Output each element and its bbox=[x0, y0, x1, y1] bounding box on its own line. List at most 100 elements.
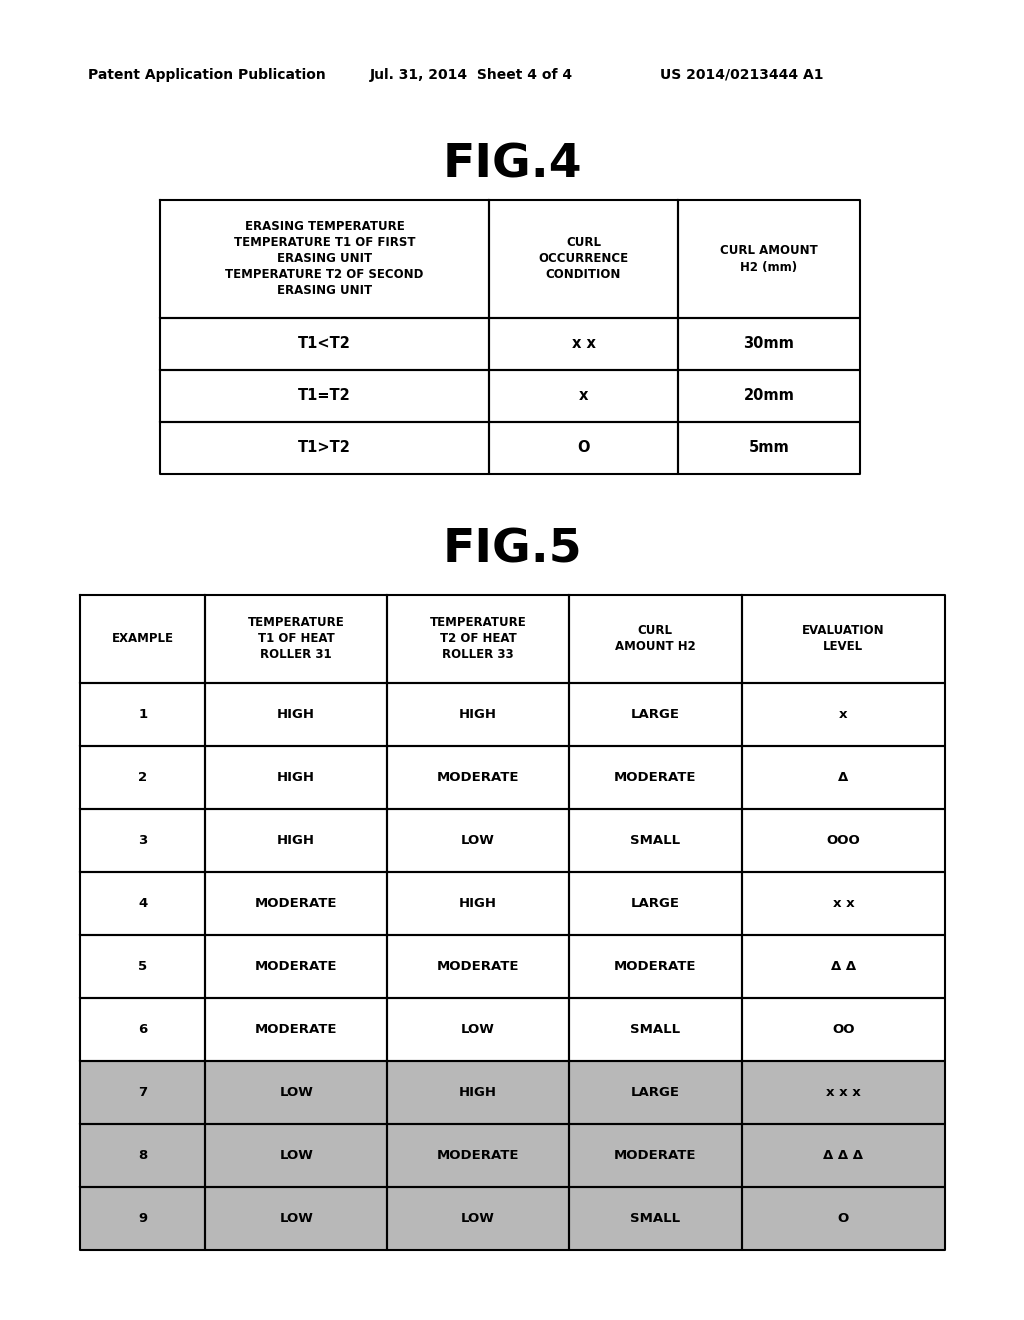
Text: ERASING TEMPERATURE
TEMPERATURE T1 OF FIRST
ERASING UNIT
TEMPERATURE T2 OF SECON: ERASING TEMPERATURE TEMPERATURE T1 OF FI… bbox=[225, 220, 424, 297]
Text: Patent Application Publication: Patent Application Publication bbox=[88, 69, 326, 82]
Bar bbox=[387, 595, 568, 682]
Bar bbox=[489, 201, 678, 318]
Bar bbox=[568, 809, 741, 873]
Bar bbox=[568, 595, 741, 682]
Text: LOW: LOW bbox=[280, 1086, 313, 1100]
Text: 20mm: 20mm bbox=[743, 388, 795, 404]
Bar bbox=[387, 1125, 568, 1187]
Bar bbox=[80, 873, 206, 935]
Bar bbox=[160, 318, 489, 370]
Text: Jul. 31, 2014  Sheet 4 of 4: Jul. 31, 2014 Sheet 4 of 4 bbox=[370, 69, 573, 82]
Bar bbox=[80, 1125, 206, 1187]
Text: EVALUATION
LEVEL: EVALUATION LEVEL bbox=[802, 624, 885, 653]
Text: FIG.4: FIG.4 bbox=[442, 143, 582, 187]
Text: 5: 5 bbox=[138, 960, 147, 973]
Bar bbox=[741, 1061, 945, 1125]
Bar bbox=[206, 809, 387, 873]
Text: Δ Δ: Δ Δ bbox=[830, 960, 856, 973]
Text: MODERATE: MODERATE bbox=[614, 771, 696, 784]
Bar bbox=[387, 935, 568, 998]
Bar bbox=[80, 1061, 206, 1125]
Text: 6: 6 bbox=[138, 1023, 147, 1036]
Text: OO: OO bbox=[833, 1023, 855, 1036]
Text: T1>T2: T1>T2 bbox=[298, 441, 351, 455]
Text: MODERATE: MODERATE bbox=[614, 1148, 696, 1162]
Text: MODERATE: MODERATE bbox=[255, 898, 338, 909]
Text: x x: x x bbox=[833, 898, 854, 909]
Text: MODERATE: MODERATE bbox=[436, 771, 519, 784]
Text: LOW: LOW bbox=[461, 1023, 495, 1036]
Bar bbox=[80, 998, 206, 1061]
Bar bbox=[741, 809, 945, 873]
Text: SMALL: SMALL bbox=[630, 1023, 680, 1036]
Text: 9: 9 bbox=[138, 1212, 147, 1225]
Text: LARGE: LARGE bbox=[631, 708, 680, 721]
Text: LARGE: LARGE bbox=[631, 1086, 680, 1100]
Bar bbox=[568, 682, 741, 746]
Text: LARGE: LARGE bbox=[631, 898, 680, 909]
Bar bbox=[206, 1187, 387, 1250]
Text: 8: 8 bbox=[138, 1148, 147, 1162]
Bar bbox=[206, 1061, 387, 1125]
Text: HIGH: HIGH bbox=[278, 834, 315, 847]
Bar bbox=[206, 998, 387, 1061]
Bar bbox=[160, 370, 489, 422]
Bar bbox=[568, 746, 741, 809]
Bar bbox=[80, 935, 206, 998]
Bar bbox=[568, 998, 741, 1061]
Bar bbox=[206, 682, 387, 746]
Bar bbox=[80, 746, 206, 809]
Text: CURL
OCCURRENCE
CONDITION: CURL OCCURRENCE CONDITION bbox=[539, 236, 629, 281]
Text: MODERATE: MODERATE bbox=[436, 960, 519, 973]
Bar bbox=[80, 809, 206, 873]
Text: HIGH: HIGH bbox=[278, 771, 315, 784]
Bar bbox=[206, 873, 387, 935]
Bar bbox=[206, 935, 387, 998]
Text: x: x bbox=[839, 708, 848, 721]
Bar bbox=[80, 1187, 206, 1250]
Bar bbox=[489, 318, 678, 370]
Text: EXAMPLE: EXAMPLE bbox=[112, 632, 174, 645]
Bar bbox=[206, 595, 387, 682]
Text: x x x: x x x bbox=[826, 1086, 861, 1100]
Text: 7: 7 bbox=[138, 1086, 147, 1100]
Text: LOW: LOW bbox=[461, 834, 495, 847]
Text: 2: 2 bbox=[138, 771, 147, 784]
Bar bbox=[678, 422, 860, 474]
Text: HIGH: HIGH bbox=[459, 1086, 497, 1100]
Text: TEMPERATURE
T1 OF HEAT
ROLLER 31: TEMPERATURE T1 OF HEAT ROLLER 31 bbox=[248, 616, 345, 661]
Text: HIGH: HIGH bbox=[459, 708, 497, 721]
Bar bbox=[741, 935, 945, 998]
Text: LOW: LOW bbox=[280, 1212, 313, 1225]
Bar bbox=[206, 746, 387, 809]
Bar bbox=[387, 1187, 568, 1250]
Bar bbox=[489, 422, 678, 474]
Bar bbox=[678, 370, 860, 422]
Text: SMALL: SMALL bbox=[630, 834, 680, 847]
Bar bbox=[160, 201, 489, 318]
Text: 3: 3 bbox=[138, 834, 147, 847]
Text: T1<T2: T1<T2 bbox=[298, 337, 351, 351]
Bar bbox=[741, 746, 945, 809]
Bar bbox=[568, 1061, 741, 1125]
Text: HIGH: HIGH bbox=[278, 708, 315, 721]
Bar bbox=[741, 1187, 945, 1250]
Bar bbox=[568, 1187, 741, 1250]
Text: x x: x x bbox=[571, 337, 595, 351]
Bar bbox=[741, 873, 945, 935]
Text: LOW: LOW bbox=[280, 1148, 313, 1162]
Bar bbox=[568, 1125, 741, 1187]
Text: T1=T2: T1=T2 bbox=[298, 388, 351, 404]
Bar bbox=[387, 809, 568, 873]
Bar bbox=[678, 201, 860, 318]
Text: HIGH: HIGH bbox=[459, 898, 497, 909]
Text: TEMPERATURE
T2 OF HEAT
ROLLER 33: TEMPERATURE T2 OF HEAT ROLLER 33 bbox=[429, 616, 526, 661]
Text: 30mm: 30mm bbox=[743, 337, 795, 351]
Text: MODERATE: MODERATE bbox=[255, 1023, 338, 1036]
Text: 5mm: 5mm bbox=[749, 441, 790, 455]
Text: 4: 4 bbox=[138, 898, 147, 909]
Text: MODERATE: MODERATE bbox=[436, 1148, 519, 1162]
Text: SMALL: SMALL bbox=[630, 1212, 680, 1225]
Bar bbox=[387, 1061, 568, 1125]
Bar bbox=[387, 682, 568, 746]
